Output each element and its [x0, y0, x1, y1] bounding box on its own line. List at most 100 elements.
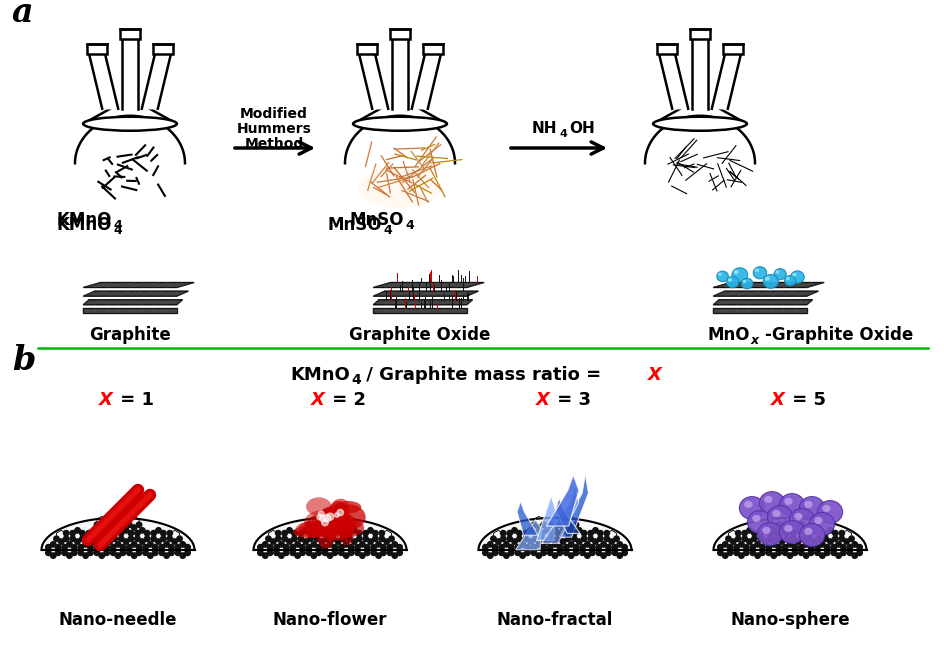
Circle shape — [78, 544, 83, 550]
Circle shape — [824, 550, 829, 556]
Circle shape — [131, 542, 137, 547]
Circle shape — [346, 531, 352, 536]
Ellipse shape — [742, 280, 746, 283]
Circle shape — [322, 544, 328, 550]
Circle shape — [498, 544, 504, 550]
Circle shape — [816, 536, 821, 541]
Circle shape — [506, 531, 512, 536]
Circle shape — [56, 550, 60, 556]
Circle shape — [327, 513, 333, 520]
Ellipse shape — [775, 270, 779, 274]
Circle shape — [324, 531, 329, 536]
Polygon shape — [83, 283, 194, 287]
Circle shape — [597, 531, 602, 536]
Circle shape — [311, 542, 316, 547]
Ellipse shape — [317, 507, 342, 533]
Ellipse shape — [747, 510, 772, 533]
Circle shape — [135, 531, 140, 536]
Circle shape — [169, 544, 174, 550]
Text: X: X — [535, 391, 549, 409]
Circle shape — [551, 542, 557, 547]
Circle shape — [126, 522, 132, 527]
Circle shape — [88, 550, 93, 556]
Circle shape — [786, 542, 792, 547]
Circle shape — [380, 550, 386, 556]
Circle shape — [743, 544, 749, 550]
Circle shape — [775, 544, 781, 550]
Circle shape — [50, 542, 56, 547]
Circle shape — [584, 553, 589, 558]
Circle shape — [798, 544, 803, 550]
Circle shape — [759, 550, 765, 556]
Circle shape — [131, 553, 137, 558]
Ellipse shape — [799, 523, 824, 546]
Circle shape — [621, 544, 627, 550]
Circle shape — [519, 542, 525, 547]
Circle shape — [600, 553, 606, 558]
Circle shape — [265, 536, 271, 541]
Circle shape — [750, 536, 756, 541]
Circle shape — [587, 536, 593, 541]
Circle shape — [367, 527, 373, 533]
Ellipse shape — [799, 497, 824, 520]
Polygon shape — [478, 518, 631, 550]
Text: = 1: = 1 — [114, 391, 154, 409]
Circle shape — [750, 544, 754, 550]
Circle shape — [548, 531, 554, 536]
Circle shape — [83, 553, 88, 558]
Text: NH: NH — [531, 121, 556, 136]
Polygon shape — [559, 474, 588, 537]
Circle shape — [555, 531, 561, 536]
Circle shape — [136, 544, 142, 550]
Circle shape — [124, 539, 128, 544]
Circle shape — [571, 531, 577, 536]
Circle shape — [128, 531, 133, 536]
Circle shape — [95, 536, 101, 541]
Circle shape — [490, 536, 496, 541]
Circle shape — [806, 536, 811, 541]
Ellipse shape — [299, 521, 327, 533]
Text: X: X — [311, 391, 325, 409]
Circle shape — [539, 531, 544, 536]
Circle shape — [152, 544, 158, 550]
Circle shape — [315, 544, 321, 550]
Ellipse shape — [817, 501, 842, 523]
Circle shape — [99, 553, 105, 558]
Circle shape — [838, 531, 844, 536]
Circle shape — [816, 531, 821, 536]
Text: -Graphite Oxide: -Graphite Oxide — [765, 326, 912, 344]
Circle shape — [773, 536, 779, 541]
Circle shape — [104, 544, 110, 550]
Circle shape — [346, 536, 352, 541]
Circle shape — [506, 536, 512, 541]
Circle shape — [67, 542, 72, 547]
Circle shape — [495, 539, 500, 544]
Circle shape — [555, 536, 561, 541]
Circle shape — [524, 550, 530, 556]
Circle shape — [487, 553, 493, 558]
Circle shape — [750, 550, 754, 556]
Circle shape — [110, 544, 116, 550]
Polygon shape — [373, 308, 466, 314]
Circle shape — [131, 525, 137, 530]
Bar — [722, 44, 742, 54]
Text: 4: 4 — [113, 219, 122, 232]
Circle shape — [600, 542, 606, 547]
Circle shape — [528, 527, 532, 533]
Circle shape — [63, 531, 69, 536]
Circle shape — [306, 522, 312, 527]
Circle shape — [159, 550, 164, 556]
Circle shape — [535, 525, 541, 530]
Circle shape — [283, 544, 289, 550]
Circle shape — [795, 527, 800, 533]
Circle shape — [807, 522, 813, 527]
Circle shape — [531, 522, 536, 527]
Ellipse shape — [809, 512, 834, 535]
Circle shape — [185, 550, 190, 556]
Circle shape — [759, 544, 765, 550]
Circle shape — [597, 536, 602, 541]
Circle shape — [63, 536, 69, 541]
Circle shape — [283, 550, 289, 556]
Circle shape — [275, 531, 280, 536]
Circle shape — [851, 553, 856, 558]
